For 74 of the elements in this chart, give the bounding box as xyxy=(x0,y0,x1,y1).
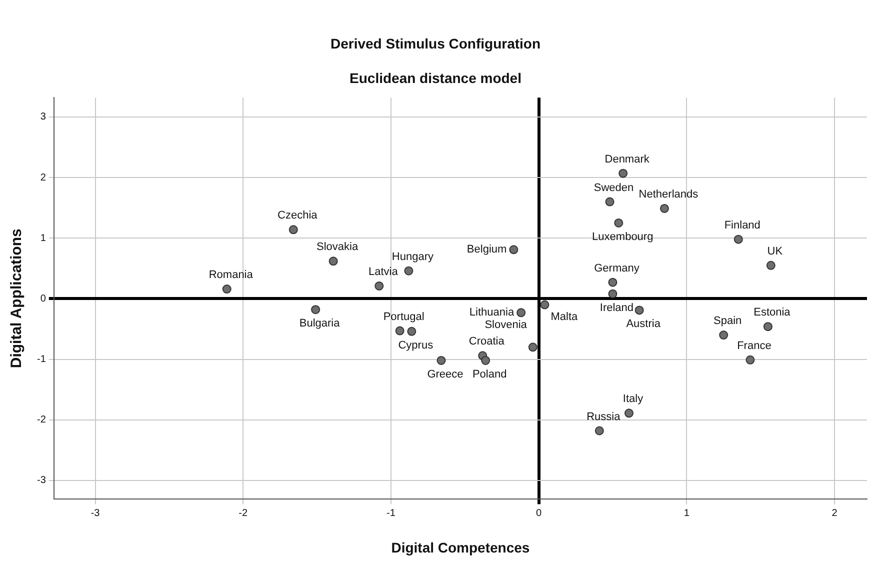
annotation: Romania xyxy=(208,269,254,282)
annotation: Luxembourg xyxy=(592,231,654,244)
point xyxy=(618,168,628,178)
point xyxy=(624,408,634,418)
point xyxy=(734,234,743,244)
annotation: Italy xyxy=(622,393,644,406)
annotation: Bulgaria xyxy=(299,318,341,330)
point xyxy=(516,308,526,318)
y-tick-label: 3 xyxy=(40,112,46,123)
point xyxy=(328,256,338,266)
point xyxy=(528,342,538,352)
y-tick-label: 0 xyxy=(40,293,46,304)
x-tick-label: -1 xyxy=(386,508,396,519)
annotation: Greece xyxy=(427,368,464,381)
annotation: Malta xyxy=(550,310,578,323)
point xyxy=(608,278,618,287)
y-tick-label: -1 xyxy=(36,354,46,366)
annotation: Finland xyxy=(724,219,760,232)
point xyxy=(540,300,550,310)
point xyxy=(719,330,728,340)
x-tick-label: 1 xyxy=(684,508,690,519)
x-tick-label: -3 xyxy=(90,508,100,519)
annotation: Sweden xyxy=(594,182,634,194)
annotation: France xyxy=(737,340,772,352)
point xyxy=(746,355,755,364)
annotation: Slovakia xyxy=(316,241,359,254)
annotation: Netherlands xyxy=(638,188,699,200)
annotation: Denmark xyxy=(604,153,650,166)
chart-title: Derived Stimulus Configuration xyxy=(330,35,541,52)
annotation: Portugal xyxy=(383,310,424,323)
point xyxy=(288,225,298,234)
point xyxy=(594,426,604,436)
annotation: Croatia xyxy=(468,336,506,348)
annotation: Austria xyxy=(626,318,662,330)
y-tick-label: -3 xyxy=(36,475,46,486)
annotation: Cyprus xyxy=(398,339,434,352)
point xyxy=(614,218,624,228)
point xyxy=(634,306,644,315)
x-tick-label: 0 xyxy=(536,508,542,519)
x-tick-label: -2 xyxy=(238,508,248,519)
annotation: UK xyxy=(767,245,784,258)
annotation: Slovenia xyxy=(484,319,528,332)
point xyxy=(608,289,618,298)
annotation: Spain xyxy=(714,315,742,328)
chart-subtitle: Euclidean distance model xyxy=(350,70,522,86)
x-axis-title: Digital Competences xyxy=(391,539,530,556)
y-axis-title: Digital Applications xyxy=(8,228,26,368)
x-tick-label: 2 xyxy=(832,508,838,519)
point xyxy=(407,326,416,336)
point xyxy=(509,245,518,254)
point xyxy=(481,356,490,365)
point xyxy=(222,284,232,294)
point xyxy=(436,356,446,365)
annotation: Germany xyxy=(594,262,640,274)
point xyxy=(311,305,320,314)
annotation: Belgium xyxy=(466,244,507,256)
point xyxy=(605,197,614,206)
point xyxy=(763,322,772,332)
annotation: Czechia xyxy=(278,210,318,222)
y-tick-label: 1 xyxy=(40,232,46,244)
annotation: Hungary xyxy=(392,250,434,263)
annotation: Russia xyxy=(586,410,622,423)
annotation: Latvia xyxy=(368,266,399,278)
y-tick-label: -2 xyxy=(36,414,46,426)
y-tick-label: 2 xyxy=(40,172,46,184)
annotation: Estonia xyxy=(754,306,792,319)
point xyxy=(660,204,669,213)
annotation: Lithuania xyxy=(469,306,515,319)
point xyxy=(374,281,384,290)
annotation: Poland xyxy=(472,368,507,381)
annotation: Ireland xyxy=(600,302,634,314)
point xyxy=(766,260,776,270)
point xyxy=(395,326,404,336)
point xyxy=(404,266,414,276)
